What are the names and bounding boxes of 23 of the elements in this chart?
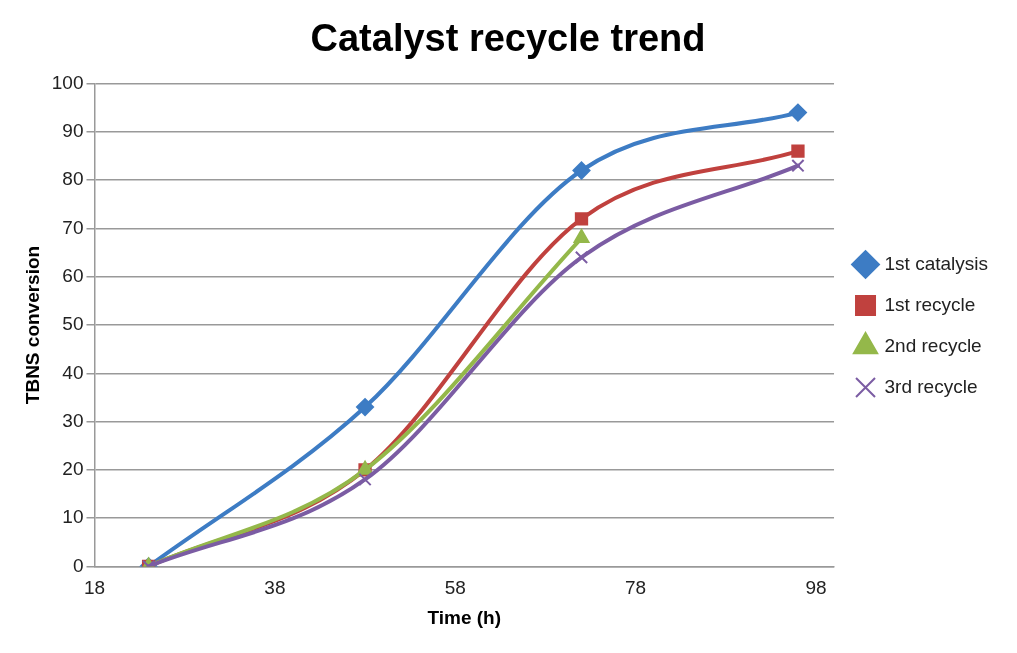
legend-label: 1st recycle bbox=[884, 293, 976, 315]
y-tick-label: 80 bbox=[62, 168, 84, 190]
x-axis-title: Time (h) bbox=[427, 606, 502, 628]
x-tick-label: 98 bbox=[805, 577, 827, 599]
y-tick-label: 30 bbox=[62, 409, 84, 431]
y-tick-label: 90 bbox=[62, 120, 84, 142]
legend-label: 2nd recycle bbox=[884, 334, 982, 356]
y-tick-label: 60 bbox=[62, 264, 84, 286]
y-tick-label: 10 bbox=[62, 506, 84, 528]
y-tick-label: 0 bbox=[72, 554, 84, 576]
chart-title: Catalyst recycle trend bbox=[310, 17, 706, 60]
x-tick-label: 38 bbox=[264, 577, 286, 599]
y-tick-label: 70 bbox=[62, 216, 84, 238]
y-axis-title: TBNS conversion bbox=[21, 245, 43, 405]
legend-label: 3rd recycle bbox=[884, 375, 978, 397]
x-tick-label: 18 bbox=[83, 577, 106, 599]
legend-label: 1st catalysis bbox=[884, 252, 988, 274]
y-tick-label: 40 bbox=[62, 361, 84, 383]
x-tick-label: 78 bbox=[625, 577, 647, 599]
y-tick-label: 100 bbox=[51, 71, 84, 93]
x-tick-label: 58 bbox=[444, 577, 466, 599]
y-tick-label: 20 bbox=[62, 458, 84, 480]
y-tick-label: 50 bbox=[62, 313, 84, 335]
